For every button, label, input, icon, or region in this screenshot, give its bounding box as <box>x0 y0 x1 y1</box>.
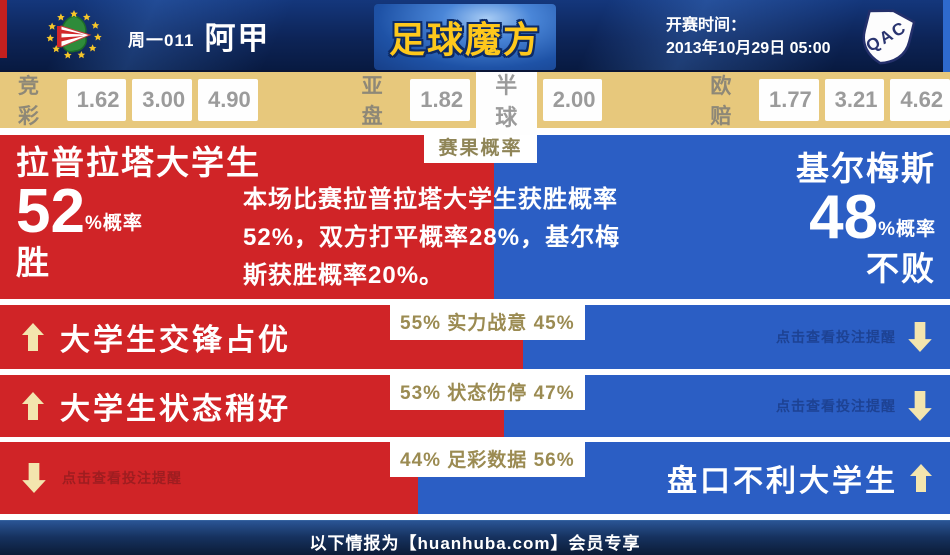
header-bar: 周一011 阿甲 足球魔方 开赛时间： 2013年10月29日 05:00 QA… <box>0 0 950 72</box>
kickoff-datetime: 2013年10月29日 05:00 <box>666 40 831 57</box>
tab-result-probability[interactable]: 赛果概率 <box>424 135 537 163</box>
down-arrow-icon <box>908 322 932 352</box>
odds-bar: 竞彩 1.62 3.00 4.90 亚盘 1.82 半球 2.00 欧赔 1.7… <box>0 60 950 140</box>
form-verdict-text: 大学生状态稍好 <box>60 393 291 426</box>
away-team-name: 基尔梅斯 <box>796 150 936 187</box>
kickoff-label: 开赛时间： <box>666 17 747 34</box>
away-unbeaten-pct: 48 <box>809 183 879 252</box>
jingcai-label: 竞彩 <box>18 75 41 128</box>
up-arrow-icon <box>22 323 44 351</box>
lottery-red-fill <box>0 442 418 514</box>
member-exclusive-notice: 以下情报为【huanhuba.com】会员专享 <box>309 533 641 553</box>
handicap-verdict-text: 盘口不利大学生 <box>667 465 898 498</box>
footer-bar: 以下情报为【huanhuba.com】会员专享 <box>0 520 950 555</box>
left-red-stripe <box>0 0 7 58</box>
home-pct-suffix: %概率 <box>84 213 143 234</box>
oupei-draw-odds: 3.21 <box>824 79 885 121</box>
home-team-crest-icon <box>28 4 120 66</box>
brand-panel: 足球魔方 <box>374 4 556 70</box>
away-team-crest-icon: QAC <box>852 6 922 68</box>
jingcai-draw-odds: 3.00 <box>132 79 192 121</box>
home-team-block: 拉普拉塔大学生 52 %概率 胜 <box>16 143 261 285</box>
probability-summary: 本场比赛拉普拉塔大学生获胜概率 52%，双方打平概率28%，基尔梅 斯获胜概率2… <box>243 181 693 295</box>
lottery-betting-prompt[interactable]: 点击查看投注提醒 <box>62 470 182 486</box>
summary-line-2: 52%，双方打平概率28%，基尔梅 <box>243 224 621 251</box>
oupei-label: 欧赔 <box>710 75 734 128</box>
strength-comparison-bar[interactable]: 大学生交锋占优 55% 实力战意 45% 点击查看投注提醒 <box>0 305 950 369</box>
strength-percentage-badge: 55% 实力战意 45% <box>390 305 585 340</box>
yapan-label: 亚盘 <box>361 75 385 128</box>
yapan-away-odds: 2.00 <box>542 79 603 121</box>
strength-verdict-text: 大学生交锋占优 <box>60 324 291 357</box>
match-title: 周一011 阿甲 <box>128 0 270 70</box>
form-percentage-badge: 53% 状态伤停 47% <box>390 375 585 410</box>
form-comparison-bar[interactable]: 大学生状态稍好 53% 状态伤停 47% 点击查看投注提醒 <box>0 375 950 437</box>
summary-line-1: 本场比赛拉普拉塔大学生获胜概率 <box>243 186 618 213</box>
home-probability-fill <box>0 135 494 299</box>
down-arrow-icon <box>22 463 46 493</box>
jingcai-away-odds: 4.90 <box>197 79 258 121</box>
home-result-label: 胜 <box>16 244 51 281</box>
home-team-name: 拉普拉塔大学生 <box>16 144 261 181</box>
up-arrow-icon <box>22 392 44 420</box>
strength-betting-prompt[interactable]: 点击查看投注提醒 <box>776 329 896 345</box>
oupei-home-odds: 1.77 <box>758 79 819 121</box>
oupei-away-odds: 4.62 <box>890 79 950 121</box>
jingcai-home-odds: 1.62 <box>66 79 127 121</box>
yapan-handicap: 半球 <box>475 60 537 140</box>
league-name: 阿甲 <box>204 20 271 56</box>
match-number: 周一011 <box>128 30 195 50</box>
lottery-data-comparison-bar[interactable]: 点击查看投注提醒 44% 足彩数据 56% 盘口不利大学生 <box>0 442 950 514</box>
lottery-percentage-badge: 44% 足彩数据 56% <box>390 442 585 477</box>
up-arrow-icon <box>910 464 932 492</box>
yapan-home-odds: 1.82 <box>410 79 470 121</box>
form-betting-prompt[interactable]: 点击查看投注提醒 <box>776 398 896 414</box>
kickoff-time: 开赛时间： 2013年10月29日 05:00 <box>666 14 831 60</box>
divider <box>0 128 950 135</box>
right-blue-stripe <box>943 0 950 72</box>
away-pct-suffix: %概率 <box>878 219 936 240</box>
result-probability-section: 赛果概率 拉普拉塔大学生 52 %概率 胜 本场比赛拉普拉塔大学生获胜概率 52… <box>0 135 950 299</box>
down-arrow-icon <box>908 391 932 421</box>
away-result-label: 不败 <box>866 250 936 287</box>
home-win-pct: 52 <box>16 177 85 246</box>
away-team-block: 基尔梅斯 48 %概率 不败 <box>796 149 936 291</box>
summary-line-3: 斯获胜概率20%。 <box>243 262 445 289</box>
brand-logo: 足球魔方 <box>388 19 541 60</box>
